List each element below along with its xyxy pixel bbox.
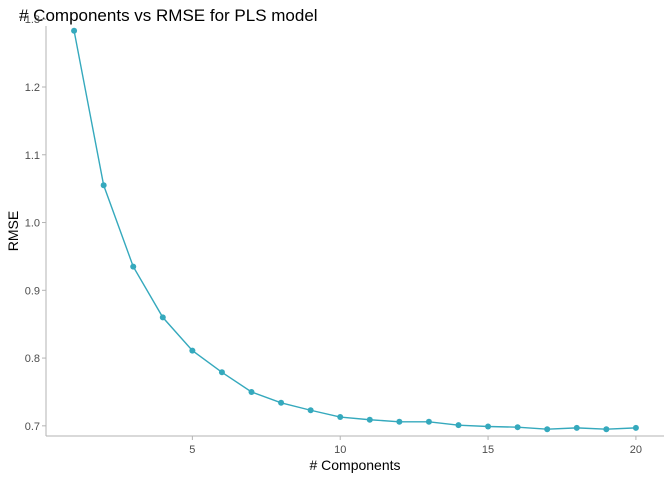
data-point — [278, 399, 285, 406]
x-tick-label: 10 — [334, 444, 346, 456]
data-point — [159, 314, 166, 321]
data-point — [396, 418, 403, 425]
x-ticks: 5 10 15 20 — [189, 436, 642, 456]
data-point — [366, 416, 373, 423]
data-point — [189, 347, 196, 354]
x-axis-title: # Components — [309, 457, 400, 473]
y-tick-label: 0.9 — [25, 285, 40, 297]
y-tick-label: 0.7 — [25, 421, 40, 433]
y-axis-title: RMSE — [5, 211, 21, 251]
data-point — [455, 422, 462, 429]
data-point — [248, 388, 255, 395]
data-point — [544, 426, 551, 433]
x-tick-label: 20 — [630, 444, 642, 456]
data-point — [71, 27, 78, 34]
data-point — [425, 418, 432, 425]
data-point — [603, 426, 610, 433]
data-point — [632, 424, 639, 431]
x-tick-label: 5 — [189, 444, 195, 456]
y-tick-label: 1.3 — [25, 14, 40, 26]
y-tick-label: 0.8 — [25, 353, 40, 365]
y-tick-label: 1.1 — [25, 150, 40, 162]
data-point — [307, 407, 314, 414]
y-tick-label: 1.0 — [25, 218, 40, 230]
data-point — [130, 263, 137, 270]
data-point — [100, 182, 107, 189]
data-point — [514, 424, 521, 431]
data-point — [485, 423, 492, 430]
y-tick-label: 1.2 — [25, 82, 40, 94]
data-point — [337, 414, 344, 421]
plot-area — [71, 27, 639, 433]
series-line — [73, 30, 636, 430]
data-point — [218, 369, 225, 376]
data-point — [573, 424, 580, 431]
chart-title: # Components vs RMSE for PLS model — [19, 6, 318, 25]
axes — [45, 26, 664, 437]
x-tick-label: 15 — [482, 444, 494, 456]
y-ticks: 0.7 0.8 0.9 1.0 1.1 1.2 1.3 — [25, 14, 46, 433]
